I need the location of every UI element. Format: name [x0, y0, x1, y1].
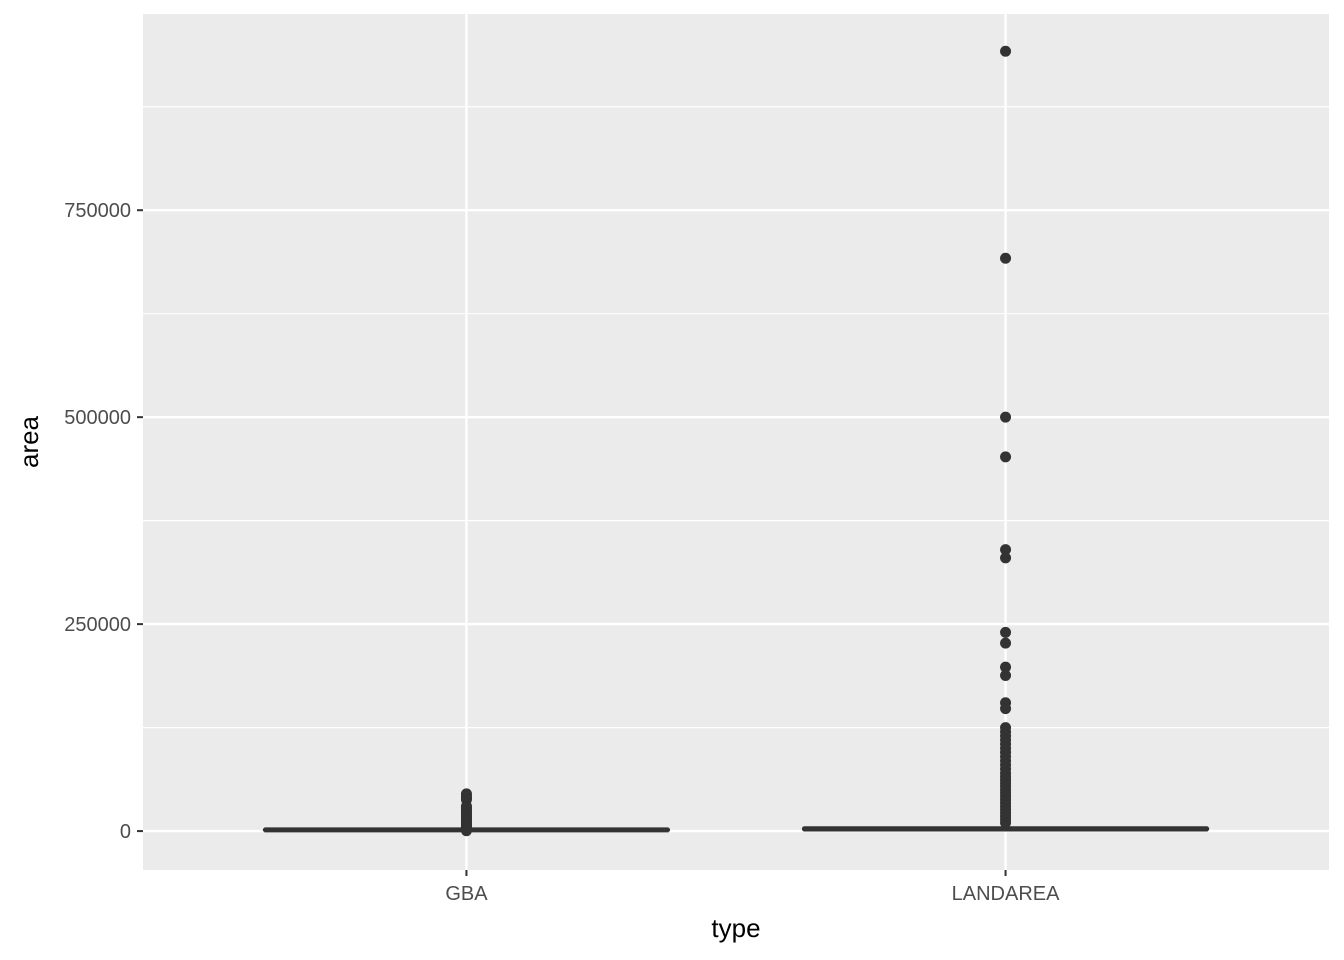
box-series — [262, 45, 1210, 837]
x-tick-label: GBA — [445, 883, 488, 905]
outlier-point — [1000, 637, 1012, 649]
x-axis-title: type — [711, 913, 760, 943]
y-tick-label: 250000 — [64, 614, 131, 636]
y-tick-label: 500000 — [64, 407, 131, 429]
y-axis: 0 250000 500000 750000 — [64, 200, 143, 843]
outlier-point — [1000, 703, 1012, 715]
box-landarea — [801, 45, 1210, 832]
minor-gridlines — [143, 106, 1329, 729]
outlier-point — [1000, 669, 1012, 681]
outlier-point — [1000, 544, 1012, 556]
box-gba — [262, 788, 671, 837]
outlier-point — [1000, 45, 1012, 57]
outlier-point — [1000, 817, 1012, 829]
outlier-point — [1000, 451, 1012, 463]
x-tick-label: LANDAREA — [952, 883, 1060, 905]
outlier-point — [1000, 411, 1012, 423]
outlier-point — [1000, 626, 1012, 638]
y-tick-label: 750000 — [64, 200, 131, 222]
outlier-point — [1000, 252, 1012, 264]
outlier-point — [1000, 552, 1012, 564]
x-axis: GBA LANDAREA — [445, 870, 1060, 905]
outlier-point — [460, 825, 472, 837]
outlier-point — [1000, 661, 1012, 673]
plot-panel — [143, 14, 1329, 870]
y-axis-title: area — [14, 415, 44, 468]
y-tick-label: 0 — [120, 821, 131, 843]
